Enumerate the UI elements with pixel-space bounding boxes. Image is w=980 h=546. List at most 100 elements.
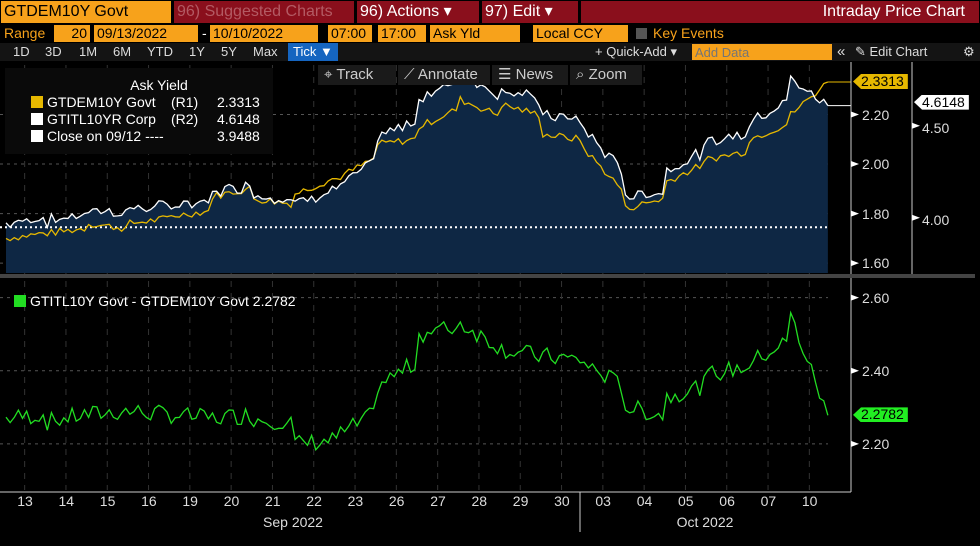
annotate-button[interactable]: ⟋ Annotate xyxy=(398,65,490,85)
edit-menu[interactable]: 97) Edit ▾ xyxy=(482,1,578,23)
spread-series-line xyxy=(5,310,829,452)
x-tick-label: 28 xyxy=(471,493,488,509)
tick-marker xyxy=(851,111,859,118)
news-icon: ☰ xyxy=(498,66,516,83)
legend-row-itl[interactable]: GTITL10YR Corp (R2) 4.6148 xyxy=(5,111,273,128)
tick-marker xyxy=(851,161,859,168)
dem-series-line xyxy=(5,81,829,242)
r2-tick-label: 4.00 xyxy=(922,211,950,228)
x-tick-label: 05 xyxy=(678,493,694,509)
legend-axis: (R2) xyxy=(171,111,199,127)
ticker-input[interactable]: GTDEM10Y Govt xyxy=(1,1,171,23)
tick-marker xyxy=(912,122,920,129)
end-time-input[interactable]: 17:00 xyxy=(378,25,426,42)
x-tick-label: 04 xyxy=(636,493,653,509)
start-time-input[interactable]: 07:00 xyxy=(328,25,372,42)
legend-value: 4.6148 xyxy=(217,111,260,127)
x-tick-label: 15 xyxy=(99,493,116,509)
period-1d[interactable]: 1D xyxy=(13,44,30,59)
itl-series-line xyxy=(5,67,829,230)
x-tick-label: 13 xyxy=(17,493,33,509)
add-data-input[interactable] xyxy=(692,44,832,60)
bottom-tick-label: 2.20 xyxy=(862,435,890,452)
tick-marker xyxy=(851,367,859,374)
bottom-tick-label: 2.40 xyxy=(862,362,890,379)
zoom-label: Zoom xyxy=(588,66,627,83)
month-label: Sep 2022 xyxy=(263,514,323,530)
header-bar: GTDEM10Y Govt 96) Suggested Charts 96) A… xyxy=(0,0,980,24)
legend-value: 3.9488 xyxy=(217,128,260,144)
key-events-label: Key Events xyxy=(653,25,724,41)
track-label: Track xyxy=(336,66,374,83)
range-label: Range xyxy=(4,25,46,41)
spread-last-value-tag: 2.2782 xyxy=(853,407,908,423)
annotate-label: Annotate xyxy=(417,66,478,83)
x-tick-label: 03 xyxy=(595,493,611,509)
range-dash: - xyxy=(202,25,207,41)
period-5y[interactable]: 5Y xyxy=(221,44,237,59)
zoom-button[interactable]: ⌕ Zoom xyxy=(570,65,642,85)
r1-tick-label: 1.60 xyxy=(862,255,890,272)
itl-area-fill xyxy=(6,69,828,273)
gear-icon[interactable]: ⚙ xyxy=(963,44,975,59)
period-ytd[interactable]: YTD xyxy=(147,44,173,59)
itl-last-value-tag: 4.6148 xyxy=(914,94,969,110)
period-max[interactable]: Max xyxy=(253,44,278,59)
x-tick-label: 16 xyxy=(141,493,157,509)
collapse-icon[interactable]: « xyxy=(837,43,846,60)
x-tick-label: 19 xyxy=(182,493,198,509)
actions-menu[interactable]: 96) Actions ▾ xyxy=(357,1,479,23)
currency-select[interactable]: Local CCY xyxy=(533,25,628,42)
x-tick-label: 21 xyxy=(265,493,281,509)
field-select[interactable]: Ask Yld xyxy=(430,25,520,42)
tick-marker xyxy=(851,440,859,447)
suggested-charts-button[interactable]: 96) Suggested Charts xyxy=(174,1,354,23)
period-6m[interactable]: 6M xyxy=(113,44,132,59)
period-input[interactable]: 20 xyxy=(54,25,90,42)
pencil-icon: ⟋ xyxy=(404,66,418,83)
x-tick-label: 23 xyxy=(347,493,364,509)
key-events-checkbox[interactable] xyxy=(636,28,647,39)
x-tick-label: 29 xyxy=(512,493,529,509)
period-1y[interactable]: 1Y xyxy=(189,44,205,59)
end-date-input[interactable]: 10/10/2022 xyxy=(210,25,318,42)
tick-marker xyxy=(912,214,920,221)
toolbar: 1D 3D 1M 6M YTD 1Y 5Y Max Tick ▼ + Quick… xyxy=(0,43,980,61)
quick-add-button[interactable]: + Quick-Add ▾ xyxy=(595,44,678,59)
tick-marker xyxy=(851,294,859,301)
track-button[interactable]: ⌖ Track xyxy=(318,65,396,85)
x-tick-label: 10 xyxy=(801,493,818,509)
dem-last-value-tag: 2.3313 xyxy=(853,74,908,89)
legend-swatch xyxy=(31,130,43,142)
tick-button[interactable]: Tick ▼ xyxy=(288,43,338,61)
legend-name: Close on 09/12 ---- xyxy=(47,128,164,144)
legend-swatch xyxy=(14,295,26,307)
x-tick-label: 26 xyxy=(388,493,405,509)
legend-row-dem[interactable]: GTDEM10Y Govt (R1) 2.3313 xyxy=(5,94,273,111)
bottom-tick-label: 2.60 xyxy=(862,289,890,306)
legend-swatch xyxy=(31,96,43,108)
legend-value: 2.3313 xyxy=(217,94,260,110)
legend-name: GTITL10YR Corp xyxy=(47,111,156,127)
period-3d[interactable]: 3D xyxy=(45,44,62,59)
legend-swatch xyxy=(31,113,43,125)
legend-row-close[interactable]: Close on 09/12 ---- 3.9488 xyxy=(5,128,273,145)
spread-legend: GTITL10Y Govt - GTDEM10Y Govt 2.2782 xyxy=(14,293,296,309)
magnifier-icon: ⌕ xyxy=(576,66,589,83)
period-1m[interactable]: 1M xyxy=(79,44,98,59)
x-tick-label: 27 xyxy=(430,493,446,509)
tick-marker xyxy=(851,210,859,217)
x-tick-label: 06 xyxy=(719,493,735,509)
legend-axis: (R1) xyxy=(171,94,199,110)
page-title: Intraday Price Chart xyxy=(581,1,979,23)
range-bar: Range 20 09/13/2022 - 10/10/2022 07:00 1… xyxy=(0,25,980,42)
news-button[interactable]: ☰ News xyxy=(492,65,568,85)
r2-tick-label: 4.50 xyxy=(922,119,950,136)
tick-marker xyxy=(851,260,859,267)
x-tick-label: 14 xyxy=(58,493,75,509)
start-date-input[interactable]: 09/13/2022 xyxy=(94,25,198,42)
r1-tick-label: 2.00 xyxy=(862,156,890,173)
edit-chart-button[interactable]: ✎ Edit Chart xyxy=(855,44,928,59)
legend-title: Ask Yield xyxy=(130,77,188,93)
